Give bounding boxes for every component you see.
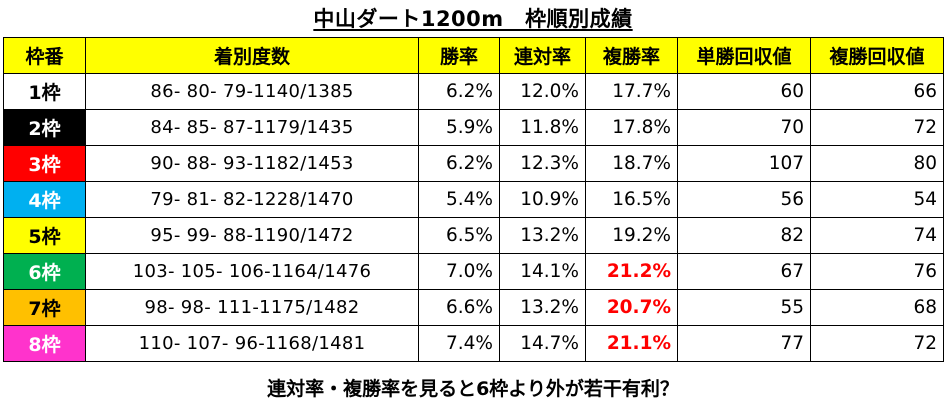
waku-cell: 5枠 bbox=[3, 217, 86, 254]
table-row: 2枠 84- 85- 87-1179/1435 5.9% 11.8% 17.8% 70 72 bbox=[3, 109, 944, 146]
waku-cell: 3枠 bbox=[3, 145, 86, 182]
show-rate-cell: 17.8% bbox=[585, 109, 678, 146]
waku-cell: 1枠 bbox=[3, 73, 86, 110]
waku-cell: 4枠 bbox=[3, 181, 86, 218]
show-rate-cell: 17.7% bbox=[585, 73, 678, 110]
show-return-cell: 72 bbox=[810, 325, 944, 362]
place-rate-cell: 10.9% bbox=[499, 181, 586, 218]
place-rate-cell: 12.0% bbox=[499, 73, 586, 110]
show-return-cell: 54 bbox=[810, 181, 944, 218]
title-text: 中山ダート1200m 枠順別成績 bbox=[313, 7, 633, 31]
win-return-cell: 55 bbox=[677, 289, 811, 326]
stats-table: 枠番 着別度数 勝率 連対率 複勝率 単勝回収値 複勝回収値 1枠 86- 80-… bbox=[3, 37, 944, 362]
tally-cell: 90- 88- 93-1182/1453 bbox=[85, 145, 419, 182]
show-return-cell: 80 bbox=[810, 145, 944, 182]
show-rate-cell: 16.5% bbox=[585, 181, 678, 218]
show-return-cell: 68 bbox=[810, 289, 944, 326]
place-rate-cell: 11.8% bbox=[499, 109, 586, 146]
table-row: 7枠 98- 98- 111-1175/1482 6.6% 13.2% 20.7% 55 6… bbox=[3, 289, 944, 326]
place-rate-cell: 14.1% bbox=[499, 253, 586, 290]
tally-cell: 103- 105- 106-1164/1476 bbox=[85, 253, 419, 290]
footer-text: 連対率・複勝率を見ると6枠より外が若干有利？ bbox=[267, 377, 679, 400]
place-rate-cell: 12.3% bbox=[499, 145, 586, 182]
win-return-cell: 67 bbox=[677, 253, 811, 290]
waku-cell: 6枠 bbox=[3, 253, 86, 290]
win-rate-cell: 6.2% bbox=[418, 145, 500, 182]
win-rate-cell: 6.6% bbox=[418, 289, 500, 326]
header-show-return: 複勝回収値 bbox=[810, 37, 944, 74]
win-return-cell: 70 bbox=[677, 109, 811, 146]
tally-cell: 98- 98- 111-1175/1482 bbox=[85, 289, 419, 326]
table-row: 5枠 95- 99- 88-1190/1472 6.5% 13.2% 19.2% 82 74 bbox=[3, 217, 944, 254]
header-win-rate: 勝率 bbox=[418, 37, 500, 74]
tally-cell: 79- 81- 82-1228/1470 bbox=[85, 181, 419, 218]
table-row: 4枠 79- 81- 82-1228/1470 5.4% 10.9% 16.5% 56 54 bbox=[3, 181, 944, 218]
show-rate-cell: 21.2% bbox=[585, 253, 678, 290]
tally-cell: 86- 80- 79-1140/1385 bbox=[85, 73, 419, 110]
win-return-cell: 107 bbox=[677, 145, 811, 182]
win-return-cell: 82 bbox=[677, 217, 811, 254]
win-rate-cell: 7.0% bbox=[418, 253, 500, 290]
header-waku: 枠番 bbox=[3, 37, 86, 74]
show-rate-cell: 20.7% bbox=[585, 289, 678, 326]
table-row: 1枠 86- 80- 79-1140/1385 6.2% 12.0% 17.7% 60 66 bbox=[3, 73, 944, 110]
show-rate-cell: 19.2% bbox=[585, 217, 678, 254]
win-rate-cell: 7.4% bbox=[418, 325, 500, 362]
header-row: 枠番 着別度数 勝率 連対率 複勝率 単勝回収値 複勝回収値 bbox=[3, 37, 944, 74]
waku-cell: 2枠 bbox=[3, 109, 86, 146]
show-rate-cell: 18.7% bbox=[585, 145, 678, 182]
table-title: 中山ダート1200m 枠順別成績 bbox=[0, 0, 946, 36]
place-rate-cell: 13.2% bbox=[499, 289, 586, 326]
waku-cell: 8枠 bbox=[3, 325, 86, 362]
header-win-return: 単勝回収値 bbox=[677, 37, 811, 74]
header-show-rate: 複勝率 bbox=[585, 37, 678, 74]
show-return-cell: 66 bbox=[810, 73, 944, 110]
show-return-cell: 76 bbox=[810, 253, 944, 290]
table-row: 3枠 90- 88- 93-1182/1453 6.2% 12.3% 18.7% 107 8… bbox=[3, 145, 944, 182]
show-return-cell: 74 bbox=[810, 217, 944, 254]
win-rate-cell: 5.4% bbox=[418, 181, 500, 218]
table-row: 6枠 103- 105- 106-1164/1476 7.0% 14.1% 21.2% 6… bbox=[3, 253, 944, 290]
footer-note: 連対率・複勝率を見ると6枠より外が若干有利？ bbox=[0, 370, 946, 404]
place-rate-cell: 14.7% bbox=[499, 325, 586, 362]
show-rate-cell: 21.1% bbox=[585, 325, 678, 362]
win-return-cell: 60 bbox=[677, 73, 811, 110]
header-tally: 着別度数 bbox=[85, 37, 419, 74]
waku-cell: 7枠 bbox=[3, 289, 86, 326]
tally-cell: 84- 85- 87-1179/1435 bbox=[85, 109, 419, 146]
win-rate-cell: 6.2% bbox=[418, 73, 500, 110]
table-row: 8枠 110- 107- 96-1168/1481 7.4% 14.7% 21.1% 77… bbox=[3, 325, 944, 362]
win-return-cell: 77 bbox=[677, 325, 811, 362]
show-return-cell: 72 bbox=[810, 109, 944, 146]
header-place-rate: 連対率 bbox=[499, 37, 586, 74]
win-return-cell: 56 bbox=[677, 181, 811, 218]
place-rate-cell: 13.2% bbox=[499, 217, 586, 254]
tally-cell: 95- 99- 88-1190/1472 bbox=[85, 217, 419, 254]
tally-cell: 110- 107- 96-1168/1481 bbox=[85, 325, 419, 362]
win-rate-cell: 5.9% bbox=[418, 109, 500, 146]
win-rate-cell: 6.5% bbox=[418, 217, 500, 254]
